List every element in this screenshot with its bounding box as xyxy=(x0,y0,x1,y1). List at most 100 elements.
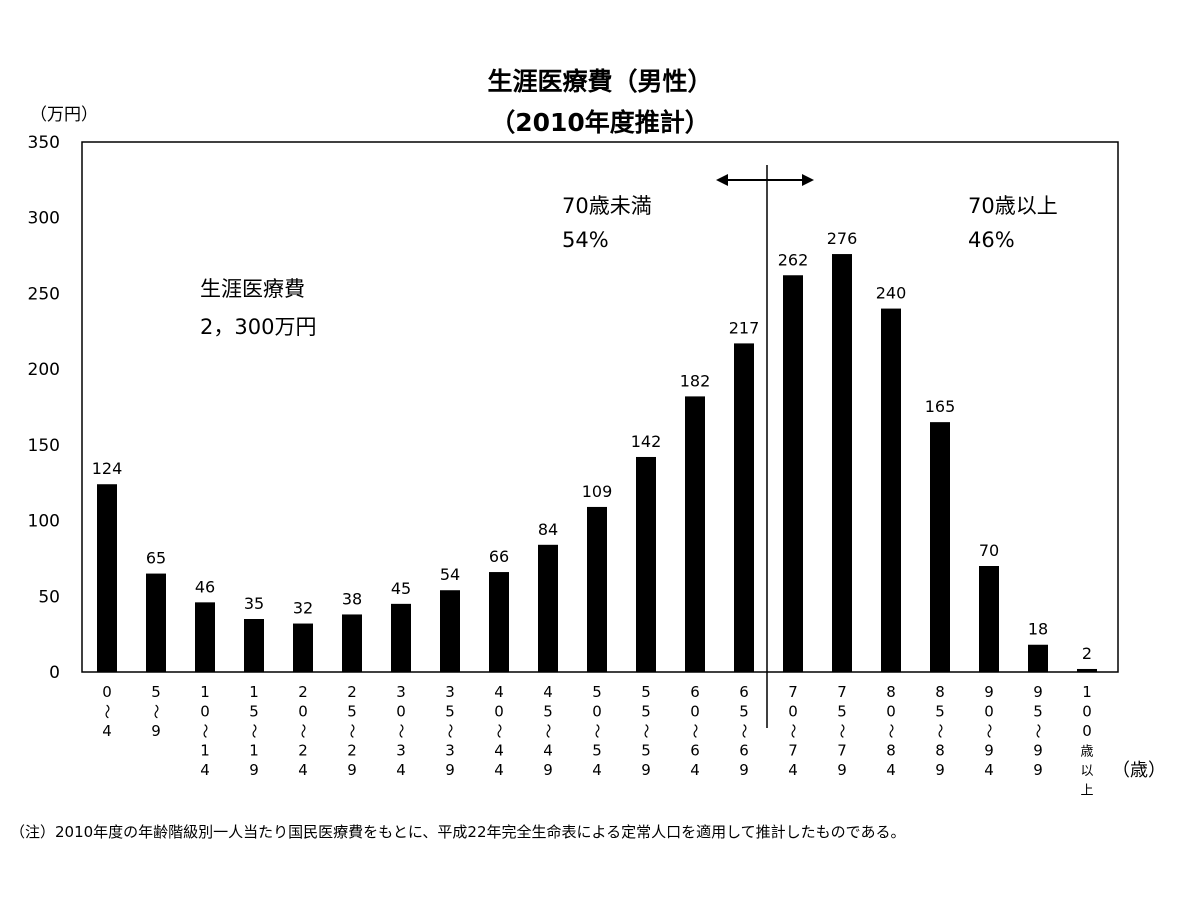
bar-value-label: 84 xyxy=(538,520,558,539)
svg-text:2: 2 xyxy=(298,742,308,760)
svg-text:5: 5 xyxy=(445,703,455,721)
svg-text:5: 5 xyxy=(249,703,259,721)
total-cost-label: 生涯医療費 xyxy=(200,277,305,301)
svg-text:0: 0 xyxy=(298,703,308,721)
bar-value-label: 240 xyxy=(876,284,907,303)
svg-text:3: 3 xyxy=(396,683,406,701)
y-tick-label: 150 xyxy=(28,436,60,456)
double-arrow-icon xyxy=(716,174,814,186)
bar xyxy=(146,573,166,672)
x-axis-unit: （歳） xyxy=(1112,760,1166,781)
svg-text:〜: 〜 xyxy=(147,704,165,719)
svg-text:〜: 〜 xyxy=(196,723,214,738)
x-tick-label: 5 〜 9 xyxy=(147,683,165,740)
under-70-percent: 54% xyxy=(562,228,609,252)
bar xyxy=(783,275,803,672)
svg-text:9: 9 xyxy=(1033,683,1043,701)
under-70-label: 70歳未満 xyxy=(562,194,652,218)
svg-text:3: 3 xyxy=(445,742,455,760)
svg-text:4: 4 xyxy=(200,761,210,779)
footnote: （注）2010年度の年齢階級別一人当たり国民医療費をもとに、平成22年完全生命表… xyxy=(10,823,906,841)
bar-value-label: 2 xyxy=(1082,644,1092,663)
svg-text:0: 0 xyxy=(396,703,406,721)
svg-text:9: 9 xyxy=(641,761,651,779)
svg-text:0: 0 xyxy=(102,683,112,701)
y-tick-label: 100 xyxy=(28,512,60,532)
svg-text:〜: 〜 xyxy=(490,723,508,738)
svg-text:9: 9 xyxy=(445,761,455,779)
svg-text:〜: 〜 xyxy=(686,723,704,738)
svg-text:〜: 〜 xyxy=(539,723,557,738)
x-tick-label: 70〜74 xyxy=(784,683,802,779)
bar-value-label: 35 xyxy=(244,594,264,613)
bar xyxy=(832,254,852,673)
svg-text:歳: 歳 xyxy=(1080,745,1093,760)
svg-text:5: 5 xyxy=(1033,703,1043,721)
svg-text:〜: 〜 xyxy=(735,723,753,738)
bar-value-label: 46 xyxy=(195,577,215,596)
svg-text:4: 4 xyxy=(543,683,553,701)
svg-text:9: 9 xyxy=(935,761,945,779)
total-cost-value: 2，300万円 xyxy=(200,315,317,339)
svg-text:9: 9 xyxy=(543,761,553,779)
chart-subtitle: （2010年度推計） xyxy=(490,108,710,137)
svg-text:5: 5 xyxy=(641,683,651,701)
svg-text:4: 4 xyxy=(592,761,602,779)
x-tick-label: 30〜34 xyxy=(392,683,410,779)
bar xyxy=(440,590,460,672)
svg-text:1: 1 xyxy=(249,683,259,701)
svg-text:4: 4 xyxy=(886,761,896,779)
bar xyxy=(97,484,117,672)
svg-text:1: 1 xyxy=(1082,683,1092,701)
x-tick-label: 20〜24 xyxy=(294,683,312,779)
svg-text:4: 4 xyxy=(494,761,504,779)
svg-text:9: 9 xyxy=(984,683,994,701)
svg-text:4: 4 xyxy=(298,761,308,779)
svg-text:〜: 〜 xyxy=(245,723,263,738)
x-tick-label: 25〜29 xyxy=(343,683,361,779)
svg-text:4: 4 xyxy=(494,683,504,701)
svg-text:5: 5 xyxy=(935,703,945,721)
y-tick-label: 300 xyxy=(28,209,60,229)
svg-text:〜: 〜 xyxy=(980,723,998,738)
svg-text:〜: 〜 xyxy=(882,723,900,738)
y-tick-label: 0 xyxy=(49,663,60,683)
svg-text:4: 4 xyxy=(690,761,700,779)
bar-value-label: 165 xyxy=(925,397,956,416)
bar xyxy=(244,619,264,672)
svg-text:1: 1 xyxy=(200,742,210,760)
svg-text:7: 7 xyxy=(837,742,847,760)
bar-value-label: 32 xyxy=(293,599,313,618)
x-tick-label: 1 00 歳以上 xyxy=(1080,683,1093,799)
svg-text:7: 7 xyxy=(788,742,798,760)
bar-value-label: 276 xyxy=(827,229,858,248)
svg-text:0: 0 xyxy=(1082,722,1092,740)
bar xyxy=(489,572,509,672)
svg-text:5: 5 xyxy=(837,703,847,721)
svg-text:4: 4 xyxy=(788,761,798,779)
over-70-percent: 46% xyxy=(968,228,1015,252)
bar-value-label: 262 xyxy=(778,250,809,269)
chart-title: 生涯医療費（男性） xyxy=(487,67,713,96)
y-tick-label: 250 xyxy=(28,284,60,304)
x-tick-label: 0 〜 4 xyxy=(98,683,116,740)
svg-text:2: 2 xyxy=(298,683,308,701)
x-tick-label: 85〜89 xyxy=(931,683,949,779)
svg-text:5: 5 xyxy=(641,742,651,760)
svg-text:6: 6 xyxy=(690,683,700,701)
svg-text:8: 8 xyxy=(886,742,896,760)
svg-text:6: 6 xyxy=(739,742,749,760)
svg-text:0: 0 xyxy=(886,703,896,721)
bar xyxy=(881,308,901,672)
svg-text:0: 0 xyxy=(788,703,798,721)
svg-text:9: 9 xyxy=(151,722,161,740)
x-tick-label: 75〜79 xyxy=(833,683,851,779)
bar xyxy=(734,343,754,672)
svg-text:8: 8 xyxy=(886,683,896,701)
svg-text:8: 8 xyxy=(935,683,945,701)
bar-value-label: 124 xyxy=(92,459,123,478)
svg-text:9: 9 xyxy=(1033,761,1043,779)
svg-text:9: 9 xyxy=(837,761,847,779)
svg-text:5: 5 xyxy=(151,683,161,701)
